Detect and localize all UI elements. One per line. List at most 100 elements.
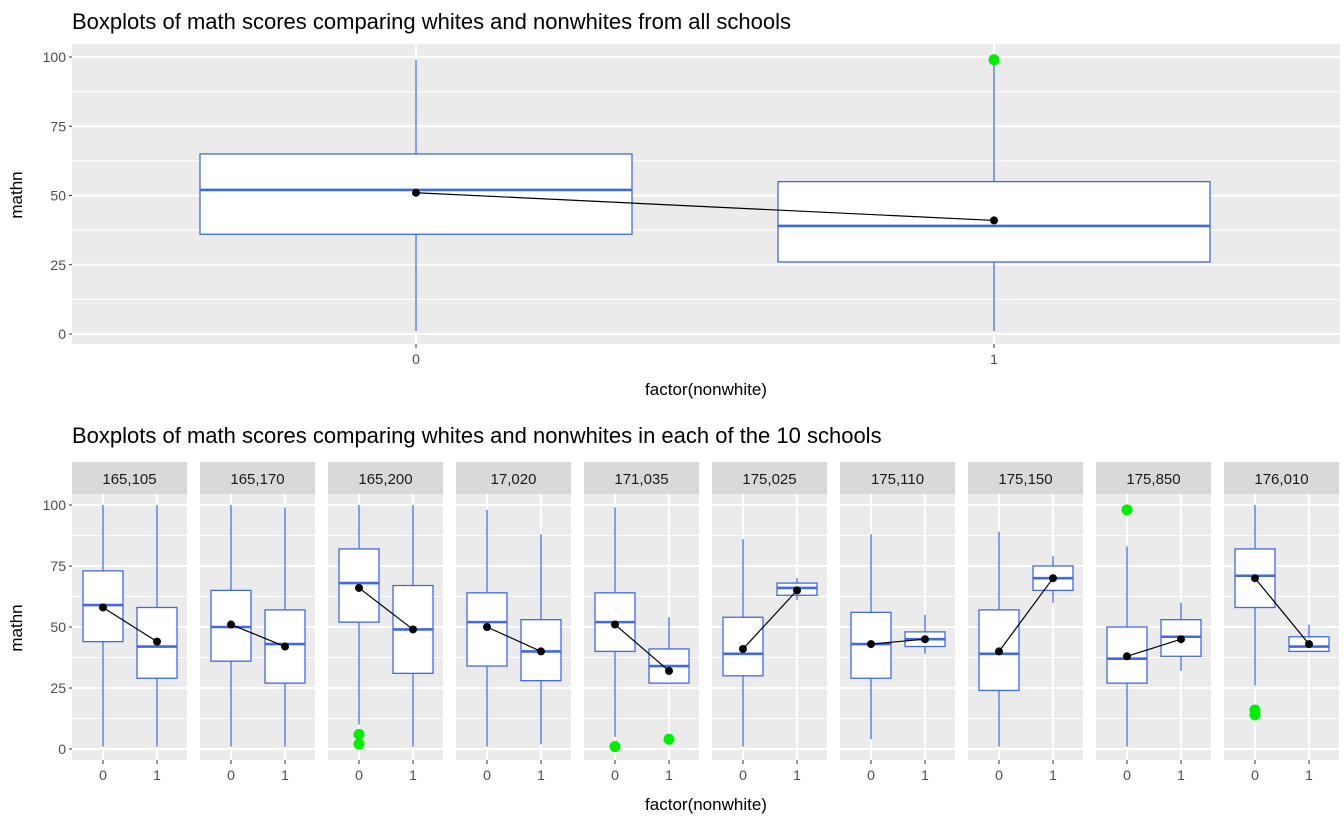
facet-strip-label: 165,105 [102, 471, 156, 488]
mean-point [921, 635, 929, 644]
facet-strip [584, 462, 699, 494]
outlier-point [1121, 504, 1133, 516]
outlier-point [663, 733, 675, 745]
mean-connector-line [742, 589, 798, 650]
x-tick-label: 0 [355, 767, 363, 783]
mean-point [153, 637, 161, 646]
y-tick-label: 100 [43, 49, 67, 65]
y-tick-label: 100 [43, 497, 67, 513]
facet-strip [72, 462, 187, 494]
facet-strip-label: 171,035 [614, 471, 668, 488]
mean-connector-line [1254, 577, 1310, 645]
mean-point [281, 642, 289, 651]
facet-171035: 171,035 0 1 [584, 462, 699, 783]
mean-point [1305, 640, 1313, 649]
y-tick-label: 50 [50, 188, 66, 204]
x-tick-label: 0 [867, 767, 875, 783]
mean-connector-line [870, 638, 926, 645]
x-tick-label: 1 [793, 767, 801, 783]
x-tick-label: 1 [665, 767, 673, 783]
x-tick-label: 1 [1049, 767, 1057, 783]
facet-strip-label: 176,010 [1254, 471, 1308, 488]
mean-connector-line [1126, 638, 1182, 657]
facet-strip-label: 17,020 [491, 471, 537, 488]
mean-point [867, 640, 875, 649]
mean-point [537, 647, 545, 656]
y-tick-label: 0 [58, 326, 66, 342]
x-tick-label: 1 [281, 767, 289, 783]
x-tick-label: 0 [483, 767, 491, 783]
x-tick-label: 0 [611, 767, 619, 783]
facet-strip-label: 165,200 [358, 471, 412, 488]
facet-175150: 175,150 0 1 [968, 462, 1083, 783]
x-tick-label: 1 [921, 767, 929, 783]
outlier-point [1249, 709, 1261, 721]
x-tick-label: 0 [99, 767, 107, 783]
mean-point [1123, 652, 1131, 661]
facet-17020: 17,020 0 1 [456, 462, 571, 783]
y-tick-label: 75 [50, 118, 66, 134]
mean-point [227, 620, 235, 629]
x-tick-label: 0 [1251, 767, 1259, 783]
bottom-y-axis-title: mathn [7, 604, 26, 651]
box-group-1 [1032, 556, 1074, 603]
mean-point [1177, 635, 1185, 644]
facet-strip [328, 462, 443, 494]
outlier-point [353, 728, 365, 740]
facet-165200: 165,200 0 1 [328, 462, 443, 783]
x-tick-label: 1 [990, 351, 998, 367]
facet-175110: 175,110 0 1 [840, 462, 955, 783]
mean-point [793, 586, 801, 595]
facet-strip-label: 175,025 [742, 471, 796, 488]
mean-connector-line [415, 192, 995, 222]
facet-strip [1224, 462, 1339, 494]
mean-connector-line [230, 624, 286, 648]
box-group-1 [520, 534, 562, 745]
y-tick-label: 25 [50, 257, 66, 273]
box-group-1 [648, 617, 690, 745]
mean-point [665, 666, 673, 675]
x-tick-label: 1 [409, 767, 417, 783]
x-tick-label: 0 [1123, 767, 1131, 783]
mean-point [990, 216, 998, 225]
y-tick-label: 0 [58, 741, 66, 757]
mean-point [739, 644, 747, 653]
mean-point [355, 583, 363, 592]
box-group-0 [199, 59, 633, 332]
facet-strip [200, 462, 315, 494]
mean-connector-line [998, 577, 1054, 652]
facet-176010: 176,010 0 1 [1224, 462, 1339, 783]
facet-strip-label: 175,110 [871, 471, 924, 488]
x-tick-label: 1 [1177, 767, 1185, 783]
x-tick-label: 1 [537, 767, 545, 783]
facet-strip-label: 165,170 [230, 471, 284, 488]
x-tick-label: 0 [995, 767, 1003, 783]
facet-strip-label: 175,850 [1126, 471, 1180, 488]
x-tick-label: 0 [739, 767, 747, 783]
facet-strip [1096, 462, 1211, 494]
outlier-point [609, 741, 621, 753]
bottom-x-axis-title: factor(nonwhite) [645, 795, 767, 814]
facet-175850: 175,850 0 1 [1096, 462, 1211, 783]
x-tick-label: 1 [153, 767, 161, 783]
facet-strip [968, 462, 1083, 494]
facet-strip [712, 462, 827, 494]
top-plot-panel: 0 25 50 75 100 0 1 [43, 44, 1340, 367]
mean-connector-line [358, 587, 414, 630]
top-x-axis-title: factor(nonwhite) [645, 380, 767, 399]
y-tick-label: 50 [50, 619, 66, 635]
mean-connector-line [486, 626, 542, 652]
mean-point [409, 625, 417, 634]
top-y-axis-title: mathn [7, 171, 26, 218]
facet-175025: 175,025 0 1 [712, 462, 827, 783]
outlier-point [988, 54, 1000, 66]
y-tick-label: 75 [50, 558, 66, 574]
x-tick-label: 1 [1305, 767, 1313, 783]
facet-strip [456, 462, 571, 494]
facet-strip-label: 175,150 [998, 471, 1052, 488]
bottom-chart-title: Boxplots of math scores comparing whites… [72, 423, 882, 448]
y-tick-label: 25 [50, 680, 66, 696]
facet-165105: 165,105 0 25 50 75 100 0 1 [43, 462, 187, 783]
